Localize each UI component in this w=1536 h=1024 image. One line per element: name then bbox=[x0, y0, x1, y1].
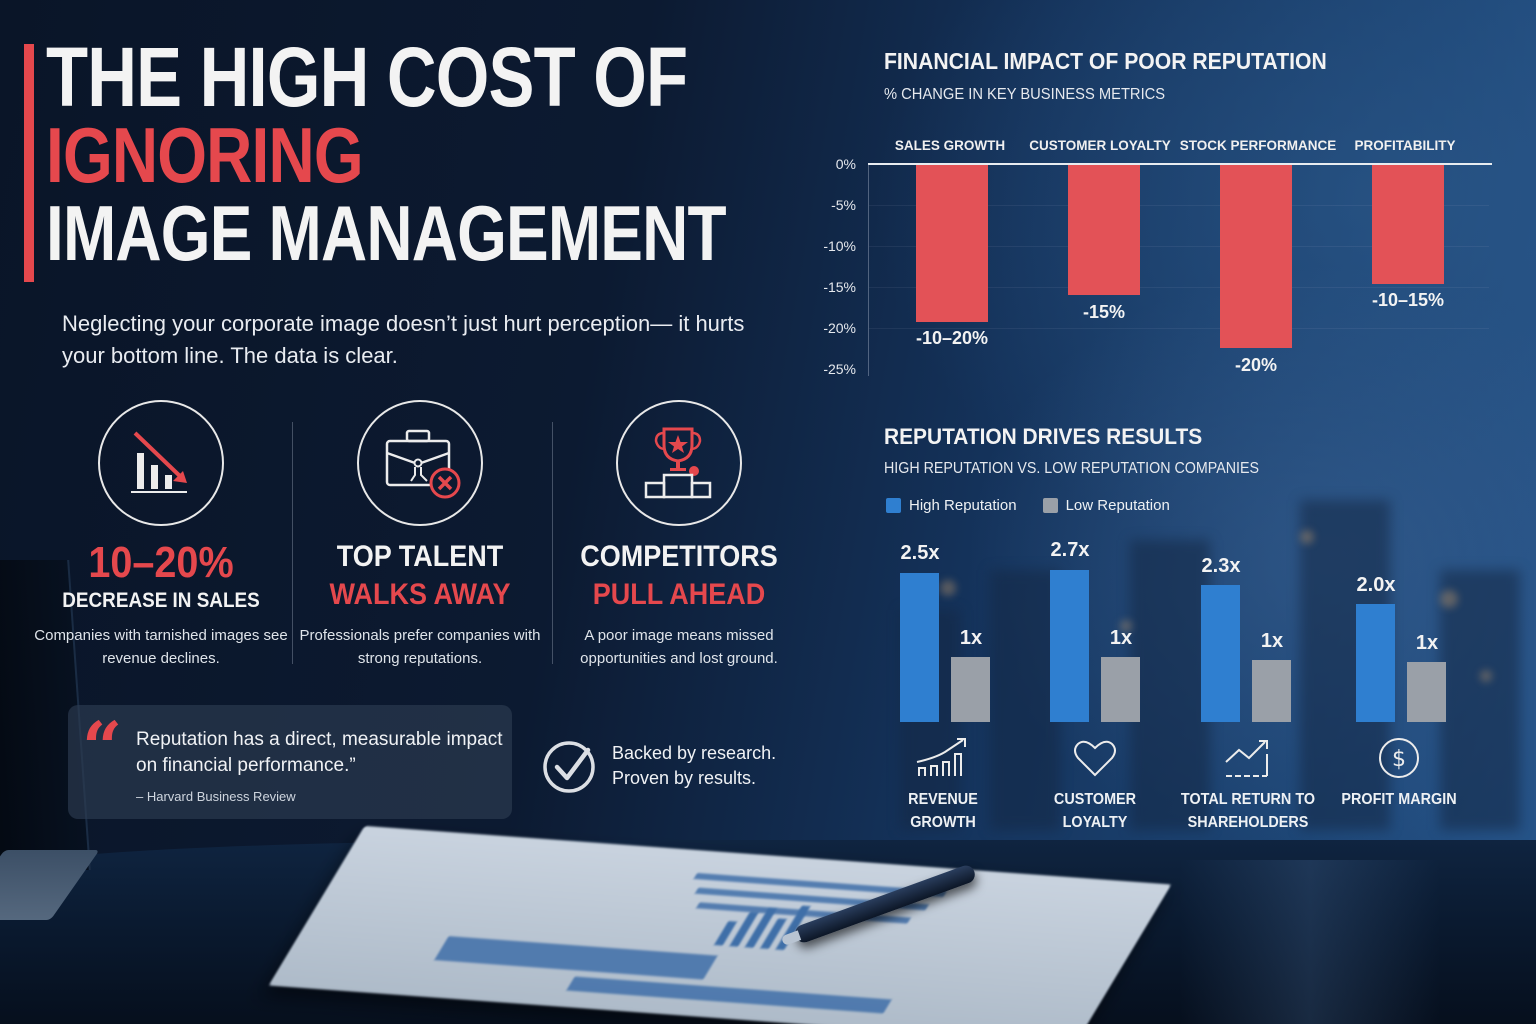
bar-label: -10–20% bbox=[915, 328, 989, 348]
metric-label: CUSTOMER LOYALTY bbox=[1053, 791, 1137, 831]
bar-low-customer-loyalty bbox=[1101, 657, 1140, 722]
page-subtitle: Neglecting your corporate image doesn’t … bbox=[62, 311, 745, 368]
bar-high-total-return bbox=[1201, 585, 1240, 722]
zero-baseline bbox=[868, 163, 1492, 165]
category-label: SALES GROWTH bbox=[894, 138, 1006, 153]
y-tick: -10% bbox=[823, 238, 856, 254]
growth-chart-icon bbox=[868, 734, 1018, 782]
bar-high-customer-loyalty bbox=[1050, 570, 1089, 722]
title-line-3: IMAGE MANAGEMENT bbox=[46, 189, 727, 277]
quote-card: “ Reputation has a direct, measurable im… bbox=[68, 705, 512, 819]
sales-headline: DECREASE IN SALES bbox=[62, 589, 260, 612]
y-tick: -25% bbox=[823, 361, 856, 377]
chart2-subtitle: HIGH REPUTATION VS. LOW REPUTATION COMPA… bbox=[884, 460, 1260, 477]
column-divider bbox=[552, 422, 553, 664]
bar-profitability bbox=[1372, 165, 1444, 284]
reputation-results-chart: 2.5x 1x 2.7x 1x 2.3x 1x 2.0x 1x bbox=[880, 530, 1480, 722]
gridline bbox=[869, 328, 1489, 329]
quote-mark-icon: “ bbox=[82, 706, 123, 789]
talent-description: Professionals prefer companies with stro… bbox=[299, 627, 541, 667]
category-label: PROFITABILITY bbox=[1354, 138, 1456, 153]
metric-label: REVENUE GROWTH bbox=[908, 791, 978, 831]
bar-low-total-return bbox=[1252, 660, 1291, 722]
competitors-headline-red: PULL AHEAD bbox=[592, 578, 766, 611]
sales-stat: 10–20% bbox=[88, 538, 234, 587]
bar-value: 1x bbox=[959, 627, 983, 649]
dollar-circle-icon: $ bbox=[1324, 734, 1474, 782]
bar-sales-growth bbox=[916, 165, 988, 322]
sales-description: Companies with tarnished images see reve… bbox=[34, 627, 288, 667]
bar-value: 2.5x bbox=[900, 542, 940, 564]
y-tick: 0% bbox=[835, 156, 856, 172]
talent-headline-red: WALKS AWAY bbox=[329, 578, 511, 611]
quote-text: Reputation has a direct, measurable impa… bbox=[136, 729, 503, 776]
page-title: THE HIGH COST OF IGNORING IMAGE MANAGEME… bbox=[46, 30, 875, 277]
bar-high-revenue-growth bbox=[900, 573, 939, 722]
metric-profit-margin: $ PROFIT MARGIN bbox=[1324, 734, 1474, 811]
y-tick: -5% bbox=[831, 197, 856, 213]
financial-impact-chart: 0% -5% -10% -15% -20% -25% SALES GROWTH … bbox=[820, 130, 1510, 390]
metric-revenue-growth: REVENUE GROWTH bbox=[868, 734, 1018, 834]
research-badge: Backed by research. Proven by results. bbox=[542, 738, 776, 794]
chart2-title: REPUTATION DRIVES RESULTS bbox=[884, 424, 1203, 449]
bar-label: -15% bbox=[1082, 302, 1126, 322]
metric-total-return: TOTAL RETURN TO SHAREHOLDERS bbox=[1172, 734, 1324, 834]
title-line-2: IGNORING bbox=[46, 111, 364, 199]
feature-sales-decrease: 10–20% DECREASE IN SALES Companies with … bbox=[31, 400, 291, 670]
bar-low-profit-margin bbox=[1407, 662, 1446, 722]
checkmark-circle-icon bbox=[543, 741, 595, 793]
trend-up-icon bbox=[1172, 734, 1324, 782]
category-label: CUSTOMER LOYALTY bbox=[1029, 138, 1171, 153]
bar-label: -20% bbox=[1234, 355, 1278, 375]
category-label: STOCK PERFORMANCE bbox=[1179, 138, 1337, 153]
gridline bbox=[869, 205, 1489, 206]
declining-chart-icon bbox=[98, 400, 224, 526]
gridline bbox=[869, 246, 1489, 247]
title-accent-bar bbox=[24, 44, 34, 282]
desk-reflection bbox=[1180, 860, 1440, 1024]
bar-low-revenue-growth bbox=[951, 657, 990, 722]
bar-customer-loyalty bbox=[1068, 165, 1140, 295]
y-tick: -15% bbox=[823, 279, 856, 295]
heart-icon bbox=[1020, 734, 1170, 782]
chart1-subtitle: % CHANGE IN KEY BUSINESS METRICS bbox=[884, 86, 1166, 103]
feature-talent: TOP TALENT WALKS AWAY Professionals pref… bbox=[290, 400, 550, 670]
feature-competitors: COMPETITORS PULL AHEAD A poor image mean… bbox=[549, 400, 809, 670]
chart2-legend: High Reputation Low Reputation bbox=[886, 497, 1170, 514]
metric-label: PROFIT MARGIN bbox=[1341, 791, 1457, 808]
badge-line-1: Backed by research. bbox=[612, 743, 777, 763]
bar-value: 2.7x bbox=[1050, 539, 1090, 561]
y-tick: -20% bbox=[823, 320, 856, 336]
metric-customer-loyalty: CUSTOMER LOYALTY bbox=[1020, 734, 1170, 834]
bar-stock-performance bbox=[1220, 165, 1292, 348]
bar-value: 1x bbox=[1109, 627, 1133, 649]
gridline bbox=[869, 287, 1489, 288]
quote-source: – Harvard Business Review bbox=[136, 789, 296, 804]
legend-swatch-gray bbox=[1042, 498, 1058, 513]
legend-high-reputation: High Reputation bbox=[886, 497, 1017, 514]
title-line-1: THE HIGH COST OF bbox=[46, 30, 688, 124]
badge-line-2: Proven by results. bbox=[612, 768, 757, 788]
bar-value: 2.0x bbox=[1356, 574, 1396, 596]
legend-label: High Reputation bbox=[909, 497, 1017, 514]
y-axis bbox=[868, 164, 869, 376]
trophy-podium-icon bbox=[616, 400, 742, 526]
talent-headline-white: TOP TALENT bbox=[336, 540, 504, 573]
legend-label: Low Reputation bbox=[1065, 497, 1170, 514]
bar-value: 2.3x bbox=[1201, 555, 1241, 577]
chart1-title: FINANCIAL IMPACT OF POOR REPUTATION bbox=[884, 48, 1327, 74]
briefcase-x-icon bbox=[357, 400, 483, 526]
bar-value: 1x bbox=[1260, 630, 1284, 652]
metric-label: TOTAL RETURN TO SHAREHOLDERS bbox=[1180, 791, 1316, 831]
bar-label: -10–15% bbox=[1371, 290, 1445, 310]
competitors-headline-white: COMPETITORS bbox=[580, 540, 778, 573]
bar-value: 1x bbox=[1415, 632, 1439, 654]
legend-swatch-blue bbox=[886, 498, 901, 513]
bar-high-profit-margin bbox=[1356, 604, 1395, 722]
competitors-description: A poor image means missed opportunities … bbox=[580, 627, 778, 667]
svg-text:$: $ bbox=[1392, 747, 1406, 772]
legend-low-reputation: Low Reputation bbox=[1042, 497, 1170, 514]
column-divider bbox=[292, 422, 293, 664]
